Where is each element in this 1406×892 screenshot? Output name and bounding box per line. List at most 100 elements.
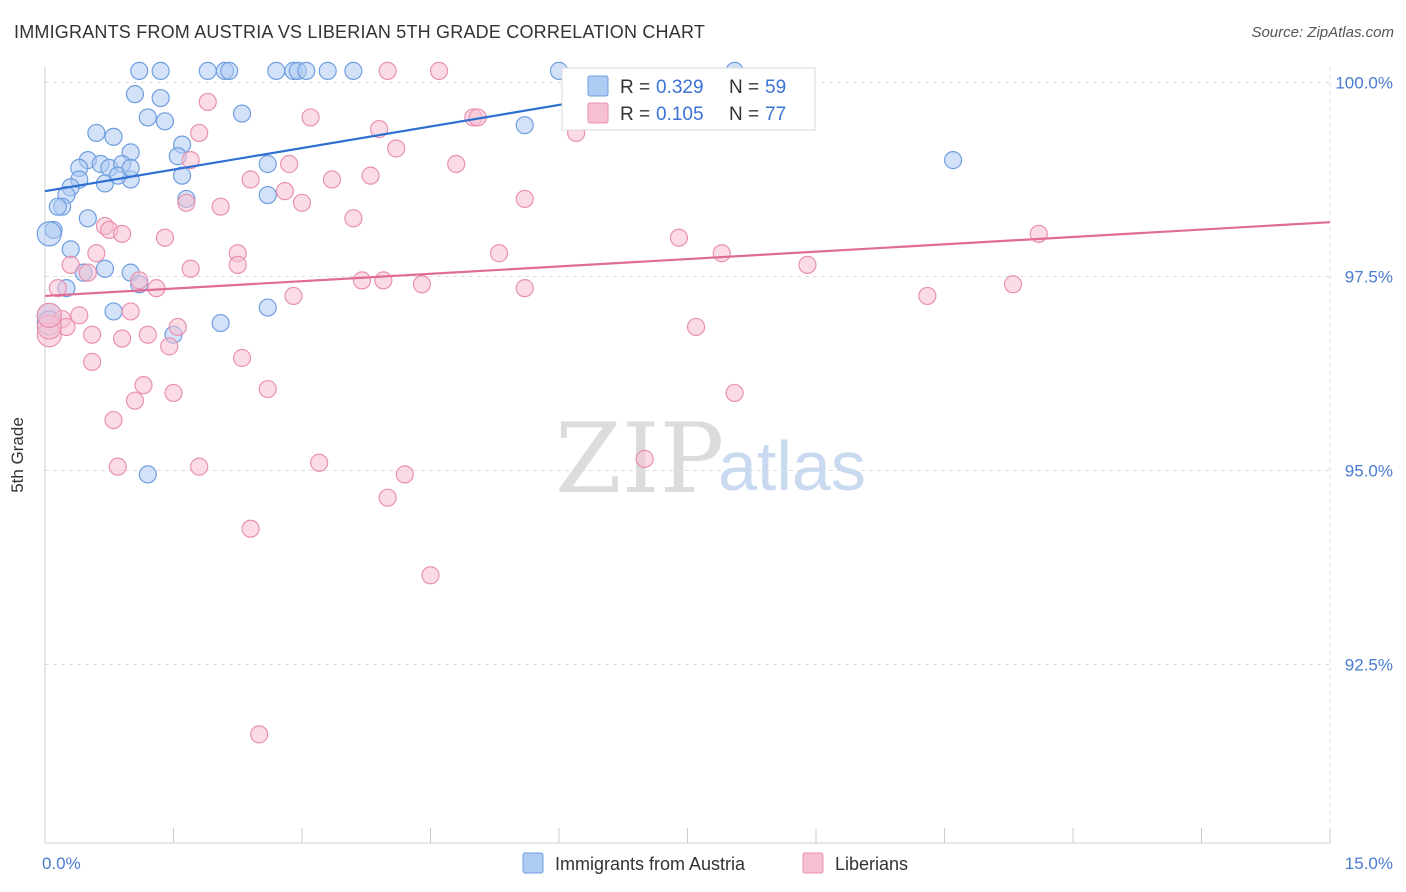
- legend-swatch-liberians: [587, 102, 609, 124]
- austria-point-9: [318, 61, 337, 80]
- liberians-point-66: [190, 457, 209, 476]
- liberians-point-33: [228, 255, 247, 274]
- liberians-point-71: [241, 519, 260, 538]
- liberians-point-59: [134, 376, 153, 395]
- series-austria-points: [36, 61, 963, 484]
- bottom-legend-label-liberians: Liberians: [835, 854, 908, 874]
- liberians-point-36: [78, 263, 97, 282]
- liberians-point-13: [361, 166, 380, 185]
- austria-point-47: [104, 302, 123, 321]
- liberians-point-32: [61, 255, 80, 274]
- liberians-point-60: [164, 383, 183, 403]
- axes: [44, 67, 1331, 844]
- austria-point-14: [151, 88, 170, 108]
- liberians-point-63: [725, 383, 744, 403]
- austria-point-8: [297, 61, 316, 80]
- source-label: Source: ZipAtlas.com: [1251, 24, 1394, 41]
- liberians-point-20: [292, 193, 312, 212]
- austria-point-18: [515, 116, 534, 135]
- liberians-point-16: [275, 182, 294, 201]
- legend-n-label-liberians: N =: [729, 104, 759, 125]
- liberians-point-52: [83, 325, 102, 344]
- liberians-point-47: [70, 306, 89, 325]
- liberians-point-69: [635, 449, 654, 468]
- liberians-point-12: [447, 154, 466, 174]
- austria-point-28: [258, 154, 277, 174]
- bottom-legend-label-austria: Immigrants from Austria: [555, 854, 746, 874]
- liberians-point-68: [395, 465, 414, 484]
- austria-point-29: [943, 151, 963, 170]
- austria-point-15: [232, 104, 252, 123]
- x-tick-label-1: 15.0%: [1345, 854, 1393, 873]
- liberians-point-56: [686, 317, 706, 337]
- liberians-point-48: [121, 302, 140, 321]
- austria-point-4: [220, 61, 239, 80]
- chart-title: IMMIGRANTS FROM AUSTRIA VS LIBERIAN 5TH …: [14, 22, 706, 42]
- austria-point-19: [87, 123, 106, 143]
- legend-r-value-austria: 0.329: [656, 77, 704, 98]
- liberians-point-73: [250, 725, 269, 744]
- bottom-legend: Immigrants from Austria Liberians: [522, 852, 908, 874]
- austria-point-0: [130, 61, 149, 80]
- liberians-point-31: [712, 244, 731, 263]
- y-tick-label-1: 97.5%: [1345, 268, 1393, 287]
- legend-r-label-liberians: R =: [620, 104, 650, 125]
- liberians-point-18: [177, 193, 196, 212]
- austria-point-5: [267, 61, 286, 80]
- austria-point-51: [138, 465, 157, 484]
- legend-n-value-liberians: 77: [765, 104, 786, 125]
- austria-point-1: [151, 61, 170, 80]
- austria-point-42: [36, 221, 62, 247]
- liberians-point-0: [378, 61, 397, 80]
- austria-point-39: [48, 197, 67, 216]
- liberians-point-24: [112, 224, 132, 243]
- legend: R = 0.329 N = 59 R = 0.105 N = 77: [561, 67, 816, 131]
- watermark-atlas: atlas: [718, 427, 866, 505]
- austria-point-54: [95, 259, 115, 278]
- legend-swatch-austria: [587, 75, 609, 97]
- bottom-legend-swatch-liberians: [802, 852, 824, 874]
- liberians-point-15: [322, 170, 342, 189]
- liberians-point-17: [515, 189, 534, 209]
- series-liberians-points: [36, 61, 1048, 744]
- liberians-point-1: [429, 61, 449, 80]
- tick-labels: 100.0% 97.5% 95.0% 92.5% 0.0% 15.0%: [42, 74, 1393, 873]
- legend-r-value-liberians: 0.105: [656, 104, 704, 125]
- y-tick-label-2: 95.0%: [1345, 462, 1393, 481]
- liberians-point-57: [83, 352, 102, 371]
- liberians-point-28: [87, 244, 106, 263]
- liberians-point-37: [130, 271, 149, 290]
- liberians-point-76: [36, 302, 62, 328]
- liberians-point-61: [258, 379, 277, 399]
- liberians-point-46: [918, 286, 937, 306]
- austria-point-43: [61, 240, 80, 259]
- liberians-point-67: [310, 453, 329, 472]
- y-tick-label-3: 92.5%: [1345, 656, 1393, 675]
- liberians-point-70: [378, 488, 397, 507]
- austria-point-48: [258, 298, 277, 317]
- liberians-point-43: [48, 279, 67, 298]
- liberians-point-6: [190, 123, 209, 143]
- austria-point-13: [125, 85, 145, 104]
- liberians-point-72: [421, 566, 440, 585]
- austria-point-20: [104, 127, 123, 146]
- liberians-point-41: [412, 275, 432, 294]
- austria-point-17: [155, 112, 175, 131]
- y-tick-label-0: 100.0%: [1335, 74, 1393, 93]
- bottom-legend-swatch-austria: [522, 852, 544, 874]
- liberians-point-30: [489, 244, 509, 263]
- liberians-point-14: [241, 170, 260, 189]
- liberians-point-55: [160, 337, 179, 356]
- liberians-point-10: [181, 151, 200, 170]
- liberians-point-2: [198, 92, 217, 112]
- liberians-point-3: [301, 108, 320, 127]
- austria-point-40: [78, 209, 97, 228]
- liberians-point-9: [387, 139, 406, 158]
- liberians-point-44: [1003, 275, 1023, 294]
- austria-point-10: [344, 61, 363, 80]
- liberians-point-21: [344, 209, 363, 228]
- liberians-point-42: [515, 279, 534, 298]
- liberians-point-45: [284, 286, 303, 306]
- x-tick-label-0: 0.0%: [42, 854, 81, 873]
